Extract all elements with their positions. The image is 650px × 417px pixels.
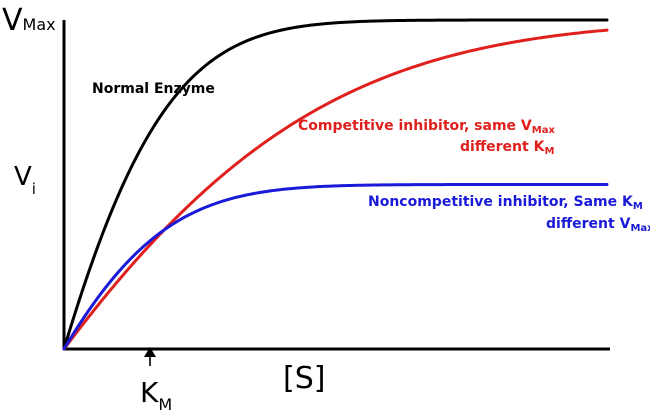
y-axis-label: Vi — [14, 162, 36, 198]
noncompetitive-inhibitor-label: Noncompetitive inhibitor, Same KM — [368, 194, 643, 212]
noncompetitive-inhibitor-vmax-label: different VMax — [546, 216, 650, 234]
competitive-inhibitor-km-label: different KM — [460, 139, 554, 157]
normal-enzyme-label: Normal Enzyme — [92, 81, 215, 97]
competitive-inhibitor-curve — [62, 28, 609, 351]
vmax-axis-label: VMax — [2, 3, 56, 38]
competitive-inhibitor-label: Competitive inhibitor, same VMax — [298, 118, 555, 136]
x-axis-label: [S] — [283, 361, 325, 396]
curves-group — [62, 18, 609, 351]
km-axis-label: KM — [140, 376, 172, 414]
km-arrow-icon — [144, 347, 156, 357]
noncompetitive-inhibitor-curve — [62, 183, 609, 351]
normal-enzyme-curve — [62, 18, 609, 351]
